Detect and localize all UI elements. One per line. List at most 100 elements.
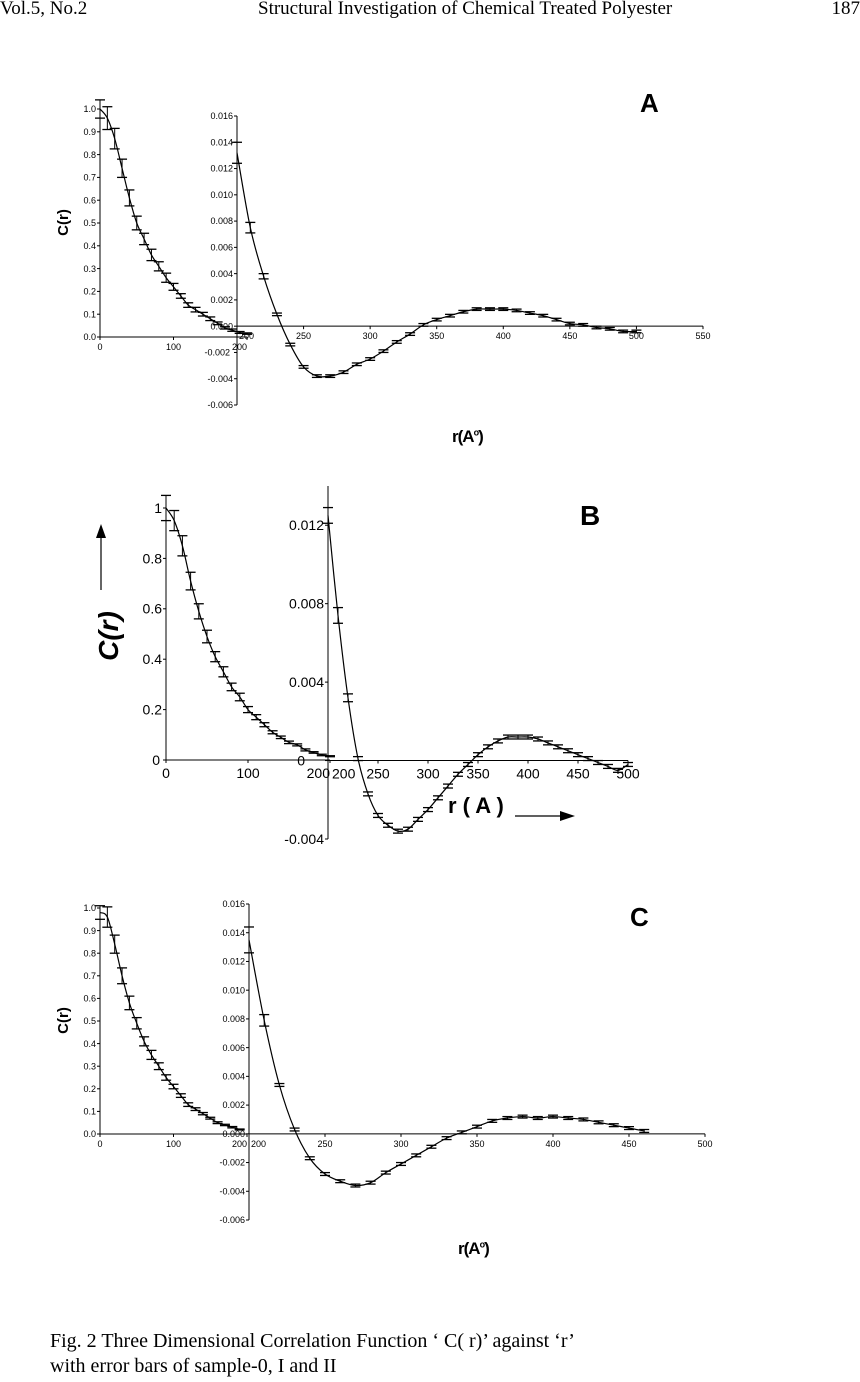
a-inset-x-tick-label: 500 bbox=[629, 331, 644, 341]
b-main-y-tick-label: 1 bbox=[154, 500, 162, 516]
panel-c-y-axis-label: C(r) bbox=[54, 1007, 72, 1034]
panel-b-x-axis-label: r ( A ) bbox=[448, 793, 504, 818]
a-main-y-tick-label: 0.9 bbox=[83, 127, 96, 137]
c-inset-x-tick-label: 500 bbox=[697, 1139, 712, 1149]
figure-caption-line-1: Fig. 2 Three Dimensional Correlation Fun… bbox=[50, 1330, 575, 1352]
b-inset-y-tick-label: 0.004 bbox=[289, 674, 324, 690]
a-main-y-tick-label: 0.6 bbox=[83, 195, 96, 205]
c-inset-x-tick-label: 300 bbox=[393, 1139, 408, 1149]
b-inset-x-tick-label: 250 bbox=[366, 766, 390, 782]
panel-a-y-axis-label: C(r) bbox=[54, 209, 72, 236]
a-main-y-tick-label: 0.4 bbox=[83, 241, 96, 251]
b-main-curve bbox=[165, 507, 331, 757]
c-main-y-tick-label: 0.0 bbox=[83, 1129, 96, 1139]
b-inset-y-tick-label: -0.004 bbox=[284, 831, 324, 847]
c-inset-y-tick-label: 0.004 bbox=[222, 1072, 245, 1082]
a-main-x-tick-label: 200 bbox=[232, 342, 247, 352]
b-main-y-tick-label: 0.8 bbox=[143, 550, 163, 566]
c-main-y-tick-label: 0.7 bbox=[83, 971, 96, 981]
a-inset-y-tick-label: 0.004 bbox=[210, 269, 233, 279]
a-main-y-tick-label: 0.3 bbox=[83, 264, 96, 274]
b-inset-y-tick-label: 0 bbox=[297, 752, 305, 768]
a-inset-y-tick-label: 0.016 bbox=[210, 111, 233, 121]
b-inset-x-tick-label: 200 bbox=[332, 766, 356, 782]
c-inset-y-tick-label: -0.004 bbox=[219, 1186, 245, 1196]
panel-a-x-axis-label: r(Ao) bbox=[452, 427, 484, 447]
b-main-x-tick-label: 200 bbox=[307, 765, 331, 781]
a-inset-curve bbox=[236, 152, 637, 378]
c-inset-y-tick-label: 0.012 bbox=[222, 957, 245, 967]
a-main-x-tick-label: 0 bbox=[97, 342, 102, 352]
b-main-y-tick-label: 0 bbox=[152, 752, 160, 768]
b-inset-x-tick-label: 500 bbox=[616, 766, 640, 782]
a-inset-y-tick-label: 0.002 bbox=[210, 295, 233, 305]
b-inset-x-tick-label: 350 bbox=[466, 766, 490, 782]
c-main-y-tick-label: 0.8 bbox=[83, 948, 96, 958]
panel-c-label: C bbox=[630, 902, 649, 932]
page-number: 187 bbox=[831, 0, 860, 19]
c-inset-x-tick-label: 250 bbox=[317, 1139, 332, 1149]
figure-caption-line-2: with error bars of sample-0, I and II bbox=[50, 1355, 337, 1377]
a-main-y-tick-label: 1.0 bbox=[83, 104, 96, 114]
a-main-y-tick-label: 0.5 bbox=[83, 218, 96, 228]
c-inset-y-tick-label: -0.002 bbox=[219, 1158, 245, 1168]
a-inset-x-tick-label: 400 bbox=[496, 331, 511, 341]
x-label-close: ) bbox=[478, 427, 484, 446]
a-inset-y-tick-label: 0.006 bbox=[210, 243, 233, 253]
a-inset-y-tick-label: 0.010 bbox=[210, 190, 233, 200]
b-inset-curve bbox=[327, 515, 629, 833]
c-inset-x-tick-label: 350 bbox=[469, 1139, 484, 1149]
a-main-x-tick-label: 100 bbox=[166, 342, 181, 352]
x-label-text: r(A bbox=[452, 427, 475, 446]
c-inset-y-tick-label: 0.016 bbox=[222, 899, 245, 909]
c-main-x-tick-label: 0 bbox=[97, 1139, 102, 1149]
panel-b-label: B bbox=[580, 500, 601, 531]
panel-b-y-axis-label: C(r) bbox=[92, 611, 124, 661]
c-inset-y-tick-label: 0.010 bbox=[222, 985, 245, 995]
c-main-y-tick-label: 0.4 bbox=[83, 1039, 96, 1049]
running-title: Structural Investigation of Chemical Tre… bbox=[258, 0, 673, 19]
x-label-superscript: o bbox=[479, 1239, 485, 1250]
a-main-y-tick-label: 0.7 bbox=[83, 173, 96, 183]
a-inset-x-tick-label: 550 bbox=[695, 331, 710, 341]
c-main-y-tick-label: 0.1 bbox=[83, 1107, 96, 1117]
b-inset-y-tick-label: 0.012 bbox=[289, 517, 324, 533]
c-main-y-tick-label: 0.5 bbox=[83, 1016, 96, 1026]
c-inset-x-tick-label: 450 bbox=[621, 1139, 636, 1149]
c-main-y-tick-label: 0.3 bbox=[83, 1061, 96, 1071]
c-inset-y-tick-label: 0.006 bbox=[222, 1043, 245, 1053]
c-inset-y-tick-label: 0.000 bbox=[222, 1129, 245, 1139]
c-main-y-tick-label: 1.0 bbox=[83, 903, 96, 913]
panel-c-x-axis-label: r(Ao) bbox=[458, 1239, 490, 1259]
b-main-y-tick-label: 0.2 bbox=[143, 702, 163, 718]
c-main-y-tick-label: 0.2 bbox=[83, 1084, 96, 1094]
x-label-superscript: o bbox=[473, 427, 479, 438]
a-main-y-tick-label: 0.1 bbox=[83, 309, 96, 319]
journal-volume: Vol.5, No.2 bbox=[0, 0, 88, 19]
a-main-y-tick-label: 0.2 bbox=[83, 287, 96, 297]
c-main-curve bbox=[99, 911, 240, 1131]
a-main-y-tick-label: 0.0 bbox=[83, 332, 96, 342]
panel-a-label: A bbox=[640, 88, 659, 118]
b-inset-x-tick-label: 450 bbox=[566, 766, 590, 782]
a-inset-y-tick-label: -0.004 bbox=[207, 374, 233, 384]
c-inset-y-tick-label: -0.006 bbox=[219, 1215, 245, 1225]
b-inset-x-tick-label: 300 bbox=[416, 766, 440, 782]
a-inset-y-tick-label: -0.002 bbox=[204, 348, 230, 358]
c-main-x-tick-label: 200 bbox=[232, 1139, 247, 1149]
c-inset-x-tick-label: 200 bbox=[251, 1139, 266, 1149]
b-inset-y-tick-label: 0.008 bbox=[289, 596, 324, 612]
b-main-y-tick-label: 0.6 bbox=[143, 601, 163, 617]
x-label-close: ) bbox=[484, 1239, 490, 1258]
panel-b-y-arrowhead-icon bbox=[96, 524, 106, 538]
c-inset-y-tick-label: 0.002 bbox=[222, 1100, 245, 1110]
c-inset-y-tick-label: 0.014 bbox=[222, 928, 245, 938]
b-inset-x-tick-label: 400 bbox=[516, 766, 540, 782]
a-main-y-tick-label: 0.8 bbox=[83, 150, 96, 160]
panel-b-x-arrowhead-icon bbox=[560, 811, 575, 821]
a-inset-y-tick-label: 0.000 bbox=[210, 321, 233, 331]
b-main-y-tick-label: 0.4 bbox=[143, 651, 163, 667]
a-inset-x-tick-label: 250 bbox=[296, 331, 311, 341]
a-inset-x-tick-label: 300 bbox=[363, 331, 378, 341]
